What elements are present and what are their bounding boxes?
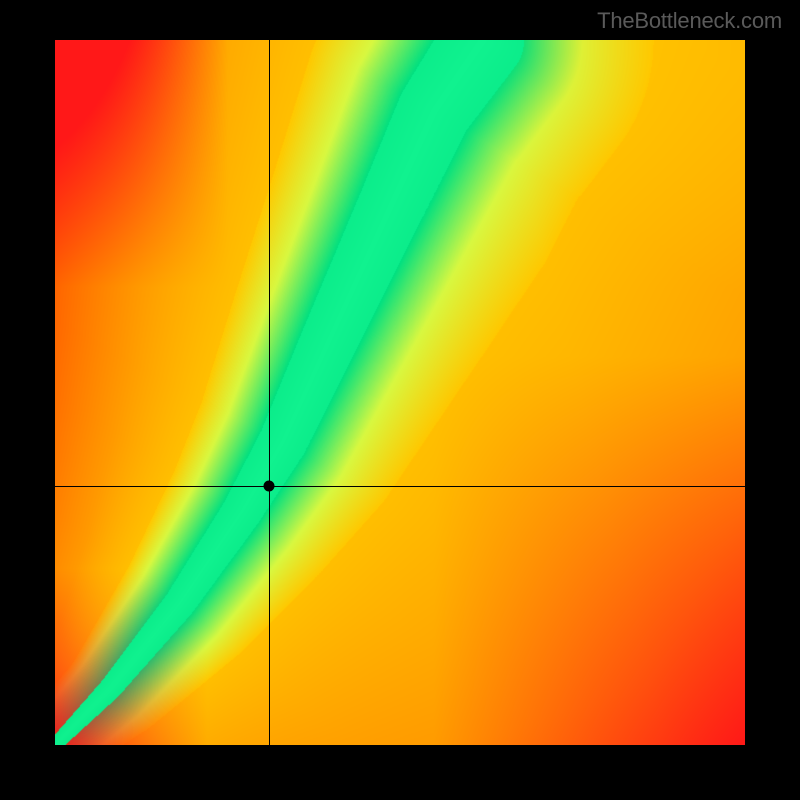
heatmap-canvas [55, 40, 745, 745]
crosshair-vertical [269, 40, 270, 745]
heatmap-plot [55, 40, 745, 745]
watermark-text: TheBottleneck.com [597, 8, 782, 34]
crosshair-horizontal [55, 486, 745, 487]
marker-dot [263, 480, 274, 491]
